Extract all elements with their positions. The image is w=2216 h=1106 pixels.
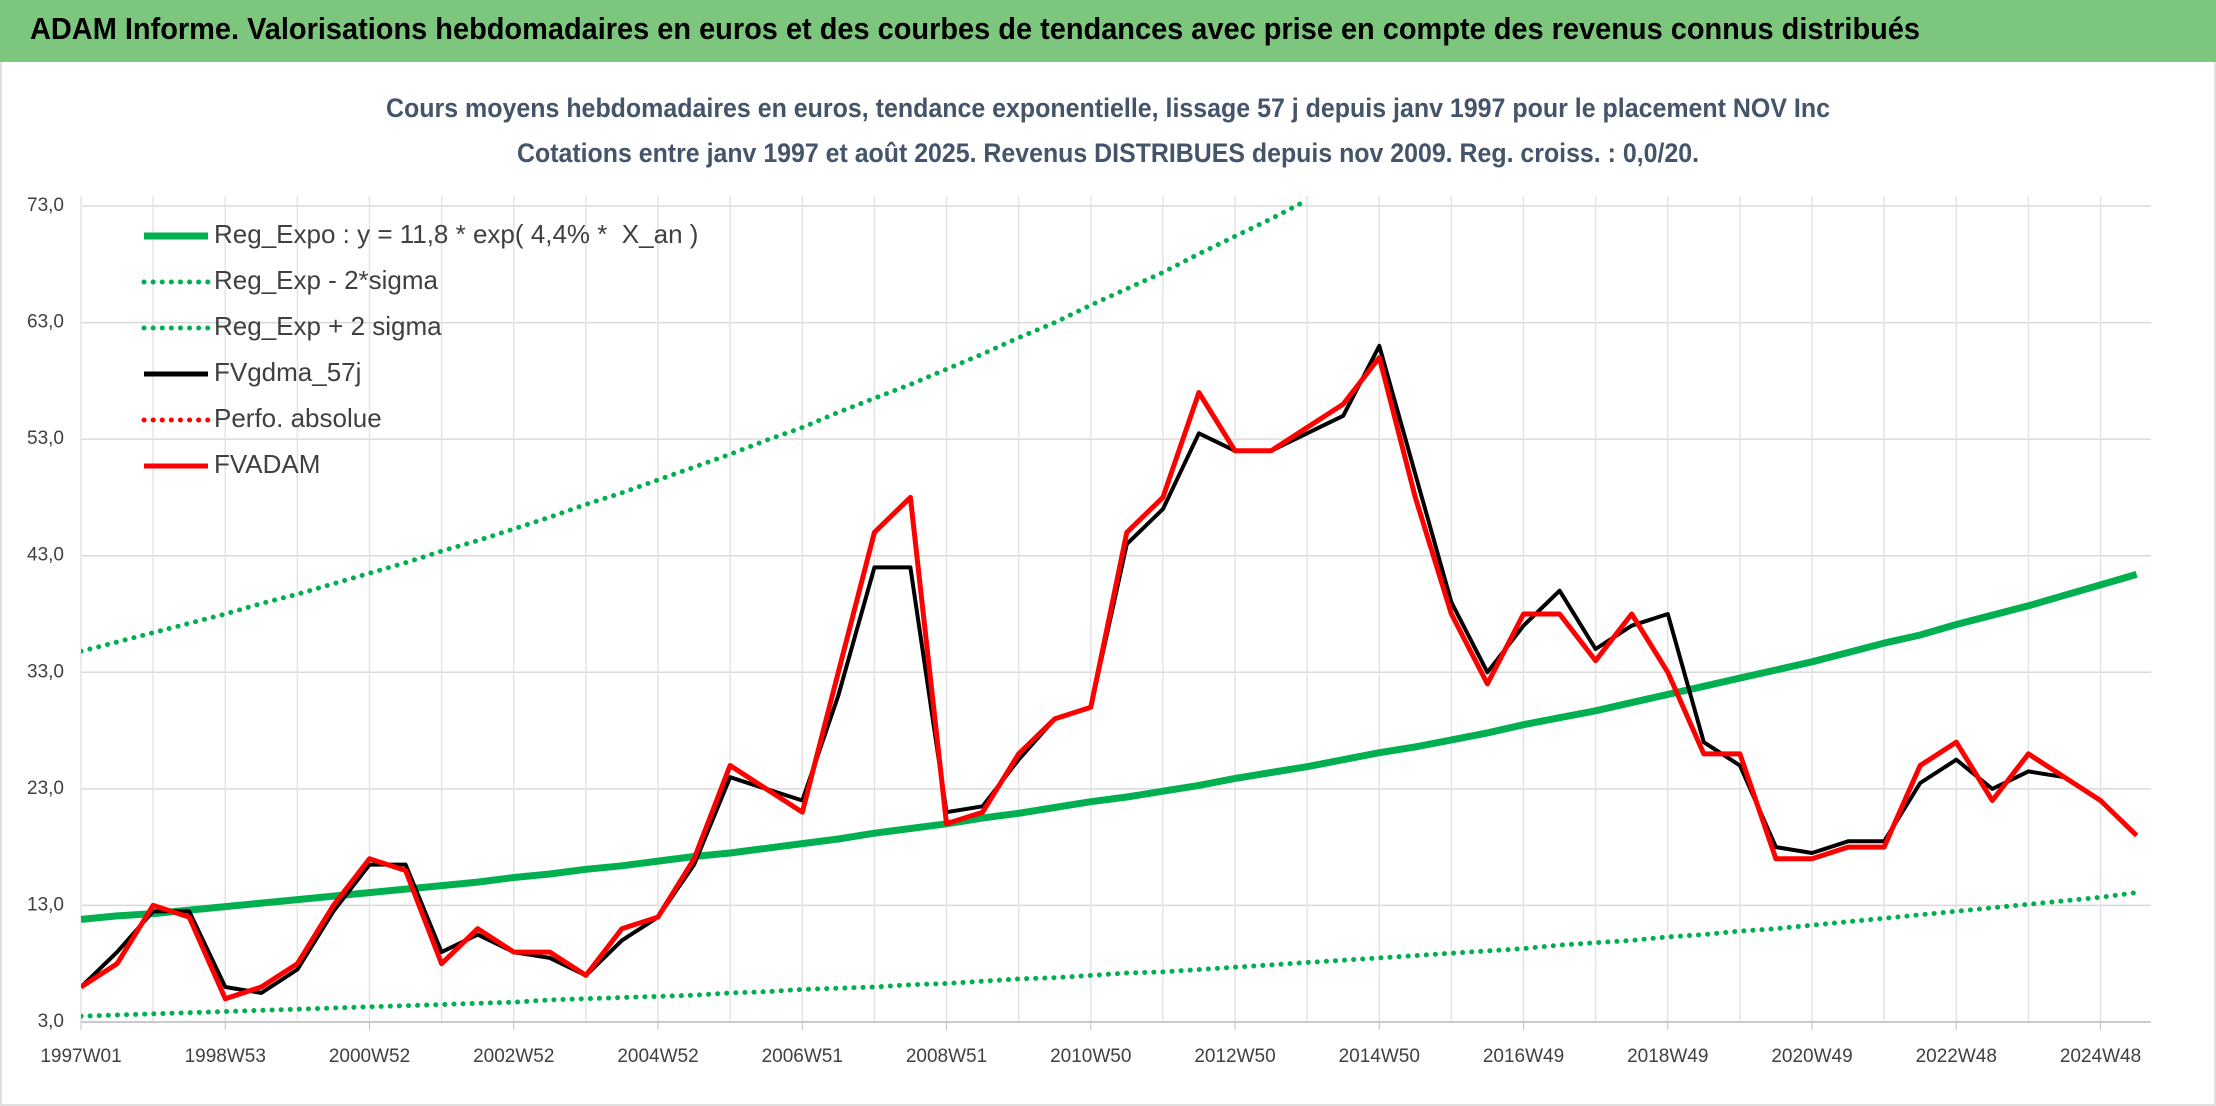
legend-label: Reg_Expo : y = 11,8 * exp( 4,4% * X_an ): [214, 219, 698, 249]
x-tick-label: 2022W48: [1916, 1046, 1997, 1067]
x-tick-label: 2014W50: [1339, 1046, 1420, 1067]
chart-title: Cours moyens hebdomadaires en euros, ten…: [386, 93, 1830, 123]
y-tick-label: 63,0: [27, 312, 64, 333]
series-line: [81, 355, 2139, 1002]
plot-area: [81, 200, 2140, 1019]
x-tick-label: 2004W52: [617, 1046, 698, 1067]
legend-label: FVADAM: [214, 449, 320, 479]
legend-label: Reg_Exp + 2 sigma: [214, 311, 442, 341]
chart-subtitle: Cotations entre janv 1997 et août 2025. …: [517, 138, 1699, 168]
header-title: ADAM Informe. Valorisations hebdomadaire…: [30, 11, 1920, 46]
legend-label: Perfo. absolue: [214, 403, 382, 433]
x-tick-label: 2016W49: [1483, 1046, 1564, 1067]
x-tick-label: 1998W53: [185, 1046, 266, 1067]
y-tick-label: 3,0: [38, 1011, 64, 1032]
x-tick-label: 2020W49: [1771, 1046, 1852, 1067]
x-tick-label: 2012W50: [1194, 1046, 1275, 1067]
grid: 3,0 13,0 23,0 33,0 43,0 53,0 63,0 73,0 1997W01 19…: [27, 195, 2151, 1067]
series-line: [81, 890, 2140, 1019]
y-tick-label: 23,0: [27, 778, 64, 799]
x-tick-label: 1997W01: [40, 1046, 121, 1067]
legend-label: Reg_Exp - 2*sigma: [214, 265, 439, 295]
y-tick-label: 13,0: [27, 894, 64, 915]
x-tick-label: 2006W51: [762, 1046, 843, 1067]
legend-label: FVgdma_57j: [214, 357, 361, 387]
y-tick-label: 73,0: [27, 195, 64, 216]
legend: Reg_Expo : y = 11,8 * exp( 4,4% * X_an )…: [141, 219, 698, 479]
y-tick-label: 33,0: [27, 661, 64, 682]
y-tick-label: 43,0: [27, 545, 64, 566]
y-tick-label: 53,0: [27, 428, 64, 449]
series-line: [81, 200, 1310, 654]
x-tick-label: 2018W49: [1627, 1046, 1708, 1067]
x-tick-label: 2002W52: [473, 1046, 554, 1067]
series-line: [81, 571, 2138, 923]
x-tick-label: 2000W52: [329, 1046, 410, 1067]
x-tick-label: 2024W48: [2060, 1046, 2141, 1067]
x-tick-label: 2010W50: [1050, 1046, 1131, 1067]
header-bar: [0, 0, 2216, 62]
x-tick-label: 2008W51: [906, 1046, 987, 1067]
